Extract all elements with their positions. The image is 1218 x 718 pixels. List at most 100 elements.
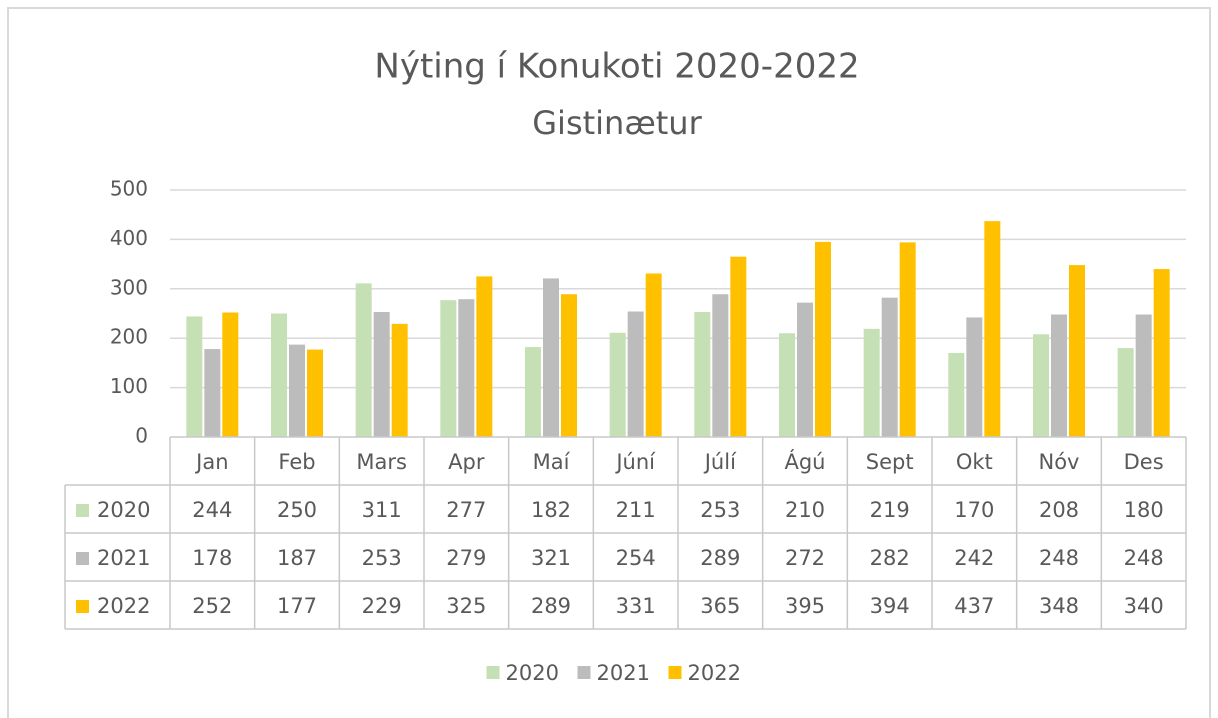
bar xyxy=(797,302,813,437)
table-cell: 254 xyxy=(616,546,656,570)
table-cell: 211 xyxy=(616,498,656,522)
table-cell: 250 xyxy=(277,498,317,522)
table-series-name: 2022 xyxy=(97,594,150,618)
x-tick-label: Mars xyxy=(356,450,407,474)
bar xyxy=(966,317,983,437)
legend-label: 2021 xyxy=(597,661,650,685)
table-cell: 289 xyxy=(700,546,740,570)
x-tick-label: Ágú xyxy=(784,449,825,474)
x-tick-label: Júní xyxy=(614,450,656,474)
table-cell: 180 xyxy=(1124,498,1164,522)
bar xyxy=(355,283,372,437)
table-cell: 277 xyxy=(446,498,486,522)
bar xyxy=(984,221,1001,437)
bar xyxy=(561,294,577,437)
bar xyxy=(1135,314,1152,437)
bar xyxy=(1117,348,1134,437)
table-cell: 340 xyxy=(1124,594,1164,618)
table-cell: 253 xyxy=(700,498,740,522)
bar xyxy=(645,273,662,437)
y-tick-label: 500 xyxy=(110,177,148,201)
bar xyxy=(694,312,711,437)
chart-subtitle: Gistinætur xyxy=(532,104,702,142)
table-cell: 187 xyxy=(277,546,317,570)
chart-title: Nýting í Konukoti 2020-2022 xyxy=(374,47,859,87)
table-cell: 282 xyxy=(870,546,910,570)
table-cell: 252 xyxy=(192,594,232,618)
table-cell: 229 xyxy=(362,594,402,618)
table-cell: 348 xyxy=(1039,594,1079,618)
bar xyxy=(440,300,457,437)
bar xyxy=(186,316,203,437)
bar xyxy=(948,353,965,437)
table-cell: 437 xyxy=(954,594,994,618)
table-cell: 272 xyxy=(785,546,825,570)
bar xyxy=(863,328,880,437)
bar xyxy=(525,347,541,437)
table-series-name: 2021 xyxy=(97,546,150,570)
table-cell: 178 xyxy=(192,546,232,570)
x-tick-label: Maí xyxy=(533,450,571,474)
y-tick-label: 100 xyxy=(110,374,148,398)
table-cell: 244 xyxy=(192,498,232,522)
bar xyxy=(779,333,795,437)
x-tick-label: Apr xyxy=(448,450,485,474)
table-cell: 210 xyxy=(785,498,825,522)
bar xyxy=(476,276,493,437)
table-cell: 170 xyxy=(954,498,994,522)
bar xyxy=(712,294,729,437)
bar xyxy=(730,256,747,437)
table-cell: 208 xyxy=(1039,498,1079,522)
table-cell: 321 xyxy=(531,546,571,570)
bar xyxy=(373,312,390,437)
table-legend-key xyxy=(76,504,89,517)
bar xyxy=(204,349,221,437)
legend-key xyxy=(577,666,591,679)
table-cell: 242 xyxy=(954,546,994,570)
table-legend-key xyxy=(76,552,89,565)
bar xyxy=(1051,314,1067,437)
bar xyxy=(543,278,559,437)
y-tick-label: 0 xyxy=(135,424,148,448)
bar xyxy=(222,312,239,437)
legend-key xyxy=(486,666,500,679)
table-cell: 395 xyxy=(785,594,825,618)
x-tick-label: Sept xyxy=(866,450,914,474)
y-tick-label: 400 xyxy=(110,226,148,250)
bar xyxy=(458,299,475,437)
x-tick-label: Des xyxy=(1124,450,1164,474)
bar xyxy=(1033,334,1049,437)
legend-key xyxy=(668,666,682,679)
x-tick-label: Júlí xyxy=(703,450,737,474)
bar xyxy=(899,242,916,437)
legend-label: 2020 xyxy=(506,661,559,685)
bar xyxy=(307,349,323,437)
table-legend-key xyxy=(76,600,89,613)
bar xyxy=(609,332,626,437)
table-cell: 325 xyxy=(446,594,486,618)
y-tick-label: 300 xyxy=(110,275,148,299)
table-cell: 279 xyxy=(446,546,486,570)
table-cell: 331 xyxy=(616,594,656,618)
legend-label: 2022 xyxy=(688,661,741,685)
bar xyxy=(815,241,831,437)
bar xyxy=(271,313,287,437)
table-cell: 289 xyxy=(531,594,571,618)
table-cell: 248 xyxy=(1124,546,1164,570)
bar xyxy=(627,311,644,437)
table-series-name: 2020 xyxy=(97,498,150,522)
bar xyxy=(289,344,305,437)
bar xyxy=(1153,269,1170,437)
x-tick-label: Nóv xyxy=(1039,450,1080,474)
x-tick-label: Feb xyxy=(278,450,315,474)
bar xyxy=(391,323,408,437)
table-cell: 311 xyxy=(362,498,402,522)
bar xyxy=(1069,265,1085,437)
chart-frame xyxy=(7,7,1211,718)
y-tick-label: 200 xyxy=(110,325,148,349)
table-cell: 248 xyxy=(1039,546,1079,570)
x-tick-label: Okt xyxy=(956,450,993,474)
table-cell: 219 xyxy=(870,498,910,522)
table-cell: 394 xyxy=(870,594,910,618)
